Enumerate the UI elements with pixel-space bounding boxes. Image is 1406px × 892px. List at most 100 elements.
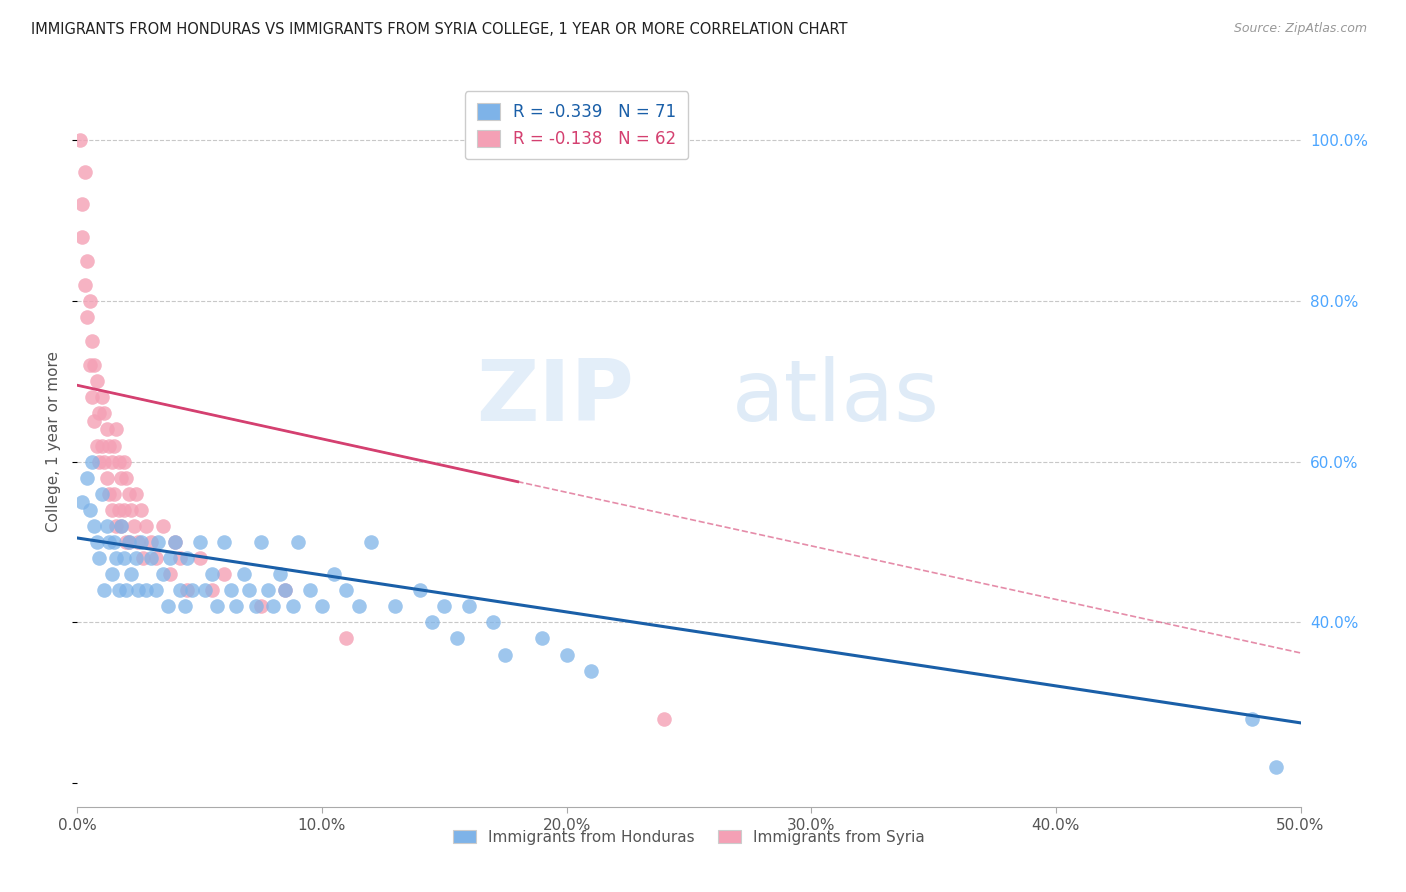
Point [176,551,198,566]
Point [112,551,135,566]
Point [96,422,118,436]
Point [103,487,125,501]
Point [169,583,191,598]
Point [1240,712,1263,726]
Point [86,535,108,549]
Point [80,334,103,348]
Point [495,648,517,662]
Point [86,374,108,388]
Point [201,567,224,582]
Point [176,583,198,598]
Point [86,439,108,453]
Point [360,535,382,549]
Point [181,583,204,598]
Point [108,583,131,598]
Point [120,503,142,517]
Point [115,583,138,598]
Point [188,535,211,549]
Point [93,455,115,469]
Point [110,471,132,485]
Point [165,535,187,549]
Point [152,519,174,533]
Point [100,567,122,582]
Point [76,471,98,485]
Point [76,310,98,324]
Point [135,583,157,598]
Point [83,358,105,372]
Point [96,519,118,533]
Point [212,567,235,582]
Point [274,583,297,598]
Point [531,632,554,646]
Point [90,390,112,404]
Point [232,567,254,582]
Point [188,551,211,566]
Point [1265,760,1288,774]
Text: ZIP: ZIP [477,356,634,439]
Point [100,503,122,517]
Point [579,664,602,678]
Point [89,551,111,566]
Point [122,519,145,533]
Point [80,455,103,469]
Point [146,535,169,549]
Point [409,583,432,598]
Point [212,535,235,549]
Point [420,615,443,630]
Point [654,712,676,726]
Y-axis label: College, 1 year or more: College, 1 year or more [46,351,62,532]
Point [108,455,131,469]
Point [135,519,157,533]
Point [80,390,103,404]
Point [298,583,321,598]
Point [555,648,578,662]
Point [245,599,267,614]
Point [125,551,148,566]
Point [323,567,346,582]
Point [433,599,456,614]
Point [145,583,167,598]
Point [96,471,118,485]
Point [201,583,224,598]
Point [335,583,357,598]
Point [225,599,247,614]
Point [76,253,98,268]
Point [482,615,505,630]
Point [132,551,155,566]
Point [89,406,111,420]
Point [70,229,93,244]
Point [98,439,121,453]
Point [70,197,93,211]
Point [112,503,135,517]
Point [118,535,141,549]
Point [274,583,297,598]
Point [262,599,284,614]
Legend: Immigrants from Honduras, Immigrants from Syria: Immigrants from Honduras, Immigrants fro… [447,823,931,851]
Point [79,358,101,372]
Point [90,439,112,453]
Point [165,535,187,549]
Point [238,583,260,598]
Point [98,487,121,501]
Point [457,599,479,614]
Point [110,519,132,533]
Point [70,495,93,509]
Point [112,455,135,469]
Point [287,535,309,549]
Text: IMMIGRANTS FROM HONDURAS VS IMMIGRANTS FROM SYRIA COLLEGE, 1 YEAR OR MORE CORREL: IMMIGRANTS FROM HONDURAS VS IMMIGRANTS F… [31,22,848,37]
Point [73,165,96,179]
Point [159,567,181,582]
Point [257,583,280,598]
Point [103,535,125,549]
Point [83,519,105,533]
Point [169,551,191,566]
Point [250,535,273,549]
Point [110,519,132,533]
Point [93,583,115,598]
Point [100,455,122,469]
Point [93,406,115,420]
Point [108,503,131,517]
Point [205,599,228,614]
Point [69,133,91,147]
Point [281,599,304,614]
